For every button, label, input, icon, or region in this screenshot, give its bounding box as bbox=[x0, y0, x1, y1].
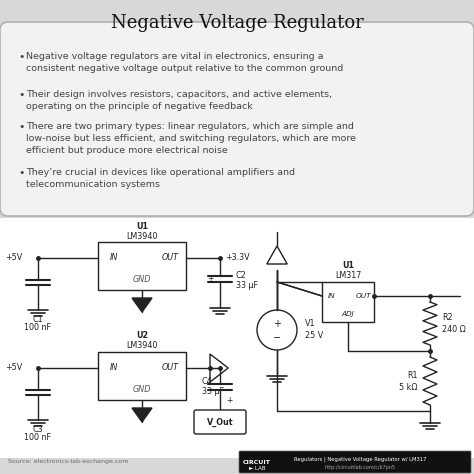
Text: V1: V1 bbox=[305, 319, 316, 328]
Text: Negative Voltage Regulator: Negative Voltage Regulator bbox=[110, 14, 364, 32]
FancyBboxPatch shape bbox=[0, 22, 474, 216]
Text: 100 nF: 100 nF bbox=[25, 434, 52, 443]
Text: C4: C4 bbox=[202, 377, 213, 386]
Text: •: • bbox=[18, 122, 24, 132]
Text: U2: U2 bbox=[136, 331, 148, 340]
Text: 5 kΩ: 5 kΩ bbox=[400, 383, 418, 392]
Text: R1: R1 bbox=[408, 371, 418, 380]
Text: +5V: +5V bbox=[5, 254, 22, 263]
Text: http://circuitlab.com/c/k7pn5: http://circuitlab.com/c/k7pn5 bbox=[325, 465, 395, 471]
Text: LM317: LM317 bbox=[335, 272, 361, 281]
Text: +: + bbox=[226, 396, 232, 405]
Text: 240 Ω: 240 Ω bbox=[442, 325, 466, 334]
Text: Their design involves resistors, capacitors, and active elements,
operating on t: Their design involves resistors, capacit… bbox=[26, 90, 332, 111]
Text: ADJ: ADJ bbox=[342, 311, 355, 317]
FancyBboxPatch shape bbox=[194, 410, 246, 434]
Text: IN: IN bbox=[328, 293, 336, 299]
Text: OUT: OUT bbox=[356, 293, 372, 299]
Polygon shape bbox=[132, 298, 152, 312]
Text: 33 μF: 33 μF bbox=[202, 388, 224, 396]
Text: LM3940: LM3940 bbox=[126, 231, 158, 240]
Bar bbox=[98, 242, 186, 290]
Text: C1: C1 bbox=[33, 316, 43, 325]
Bar bbox=[0, 218, 474, 458]
Text: Negative voltage regulators are vital in electronics, ensuring a
consistent nega: Negative voltage regulators are vital in… bbox=[26, 52, 343, 73]
Text: IN: IN bbox=[110, 254, 118, 263]
Text: •: • bbox=[18, 90, 24, 100]
Text: −: − bbox=[273, 333, 281, 343]
Text: +: + bbox=[273, 319, 281, 329]
Text: +3.3V: +3.3V bbox=[225, 254, 250, 263]
Text: GND: GND bbox=[133, 385, 151, 394]
Polygon shape bbox=[210, 354, 228, 382]
Text: Source: electronics-lab-exchange.com: Source: electronics-lab-exchange.com bbox=[8, 459, 128, 465]
Text: R2: R2 bbox=[442, 312, 453, 321]
Text: +5V: +5V bbox=[5, 364, 22, 373]
Text: OUT: OUT bbox=[162, 254, 179, 263]
Polygon shape bbox=[267, 246, 287, 264]
Bar bbox=[322, 282, 374, 322]
Text: •: • bbox=[18, 52, 24, 62]
Text: +: + bbox=[208, 274, 214, 283]
Text: 25 V: 25 V bbox=[305, 331, 323, 340]
Text: IN: IN bbox=[110, 364, 118, 373]
Text: There are two primary types: linear regulators, which are simple and
low-noise b: There are two primary types: linear regu… bbox=[26, 122, 356, 155]
Bar bbox=[98, 352, 186, 400]
Text: 33 μF: 33 μF bbox=[236, 282, 258, 291]
Text: OUT: OUT bbox=[162, 364, 179, 373]
Text: V_Out: V_Out bbox=[207, 418, 233, 427]
Text: GND: GND bbox=[133, 275, 151, 284]
Text: LM3940: LM3940 bbox=[126, 341, 158, 350]
Text: C3: C3 bbox=[33, 426, 43, 435]
Text: ► LAB: ► LAB bbox=[249, 465, 265, 471]
Text: CIRCUIT: CIRCUIT bbox=[243, 459, 271, 465]
Text: Regulators | Negative Voltage Regulator w/ LM317: Regulators | Negative Voltage Regulator … bbox=[294, 456, 426, 462]
Text: •: • bbox=[18, 168, 24, 178]
Text: 100 nF: 100 nF bbox=[25, 323, 52, 332]
Circle shape bbox=[257, 310, 297, 350]
Text: C2: C2 bbox=[236, 272, 247, 281]
Polygon shape bbox=[132, 408, 152, 422]
Text: U1: U1 bbox=[136, 221, 148, 230]
FancyBboxPatch shape bbox=[239, 451, 471, 473]
Text: They’re crucial in devices like operational amplifiers and
telecommunication sys: They’re crucial in devices like operatio… bbox=[26, 168, 295, 189]
Text: U1: U1 bbox=[342, 262, 354, 271]
